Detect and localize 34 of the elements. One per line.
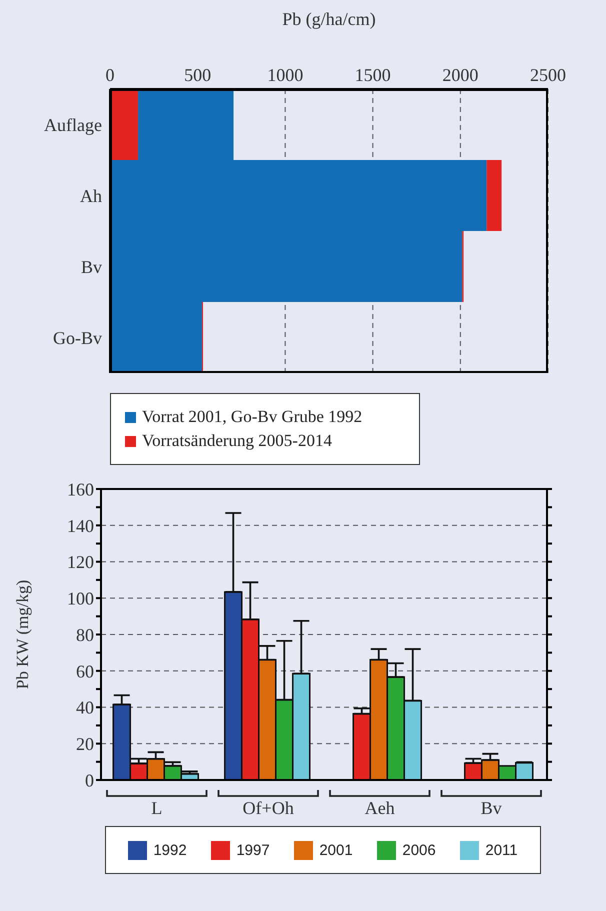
y-tick-label: Go-Bv — [53, 328, 102, 348]
y-tick-label: 60 — [76, 661, 94, 682]
legend-label: 2006 — [402, 842, 436, 858]
legend-label: Vorratsänderung 2005-2014 — [142, 431, 332, 451]
y-axis-title: Pb KW (mg/kg) — [13, 580, 32, 690]
y-tick-label: 100 — [67, 588, 94, 609]
x-tick-label: 1000 — [267, 65, 304, 85]
legend-label: 2001 — [319, 842, 353, 858]
x-axis-title: Pb (g/ha/cm) — [282, 8, 376, 29]
y-tick-label: 20 — [76, 734, 94, 754]
x-tick-label: Aeh — [364, 798, 395, 818]
legend-label: 1992 — [153, 842, 187, 858]
legend-label: 2011 — [485, 842, 518, 858]
x-tick-label: 2000 — [442, 65, 478, 85]
x-tick-label: 500 — [184, 65, 212, 85]
y-tick-label: 40 — [76, 698, 94, 718]
bar — [486, 160, 502, 231]
y-tick-label: Bv — [80, 256, 102, 277]
x-tick-label: 2500 — [530, 65, 566, 85]
x-tick-label: L — [151, 798, 162, 818]
y-tick-label: 160 — [67, 479, 94, 500]
y-tick-label: 0 — [85, 770, 94, 790]
y-tick-label: Auflage — [44, 114, 102, 135]
bar — [110, 89, 138, 160]
y-tick-label: 120 — [67, 552, 94, 572]
x-tick-label: 0 — [106, 65, 114, 85]
x-tick-label: Bv — [480, 798, 502, 818]
legend-label: Vorrat 2001, Go-Bv Grube 1992 — [142, 407, 362, 427]
y-tick-label: 80 — [76, 624, 94, 645]
y-tick-label: 140 — [67, 516, 94, 536]
legend-label: 1997 — [236, 842, 270, 858]
x-tick-label: Of+Oh — [242, 798, 294, 818]
y-tick-label: Ah — [80, 186, 102, 206]
x-tick-label: 1500 — [354, 65, 391, 85]
